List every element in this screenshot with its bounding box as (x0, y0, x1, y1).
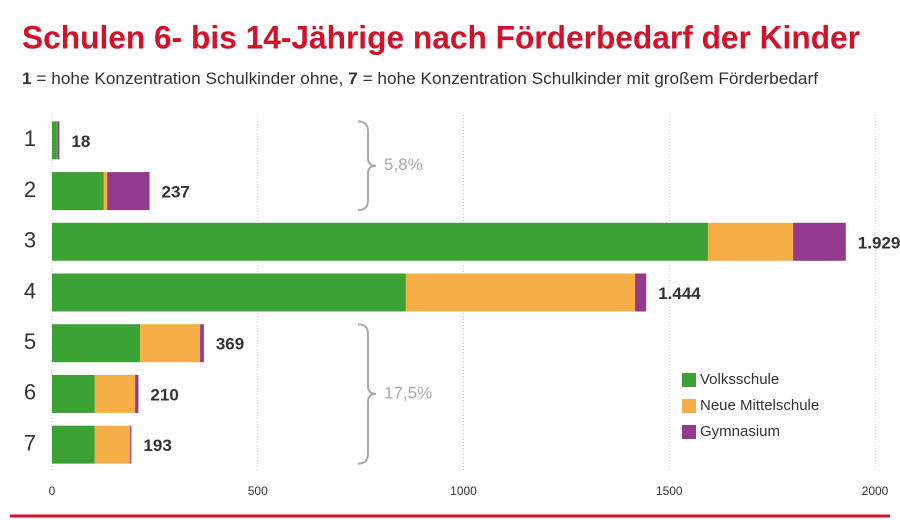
bar-segment (94, 374, 136, 413)
y-tick-label: 1 (24, 126, 36, 151)
bar-segment (135, 374, 139, 413)
legend-swatch (682, 399, 696, 413)
bar-segment (52, 121, 57, 160)
bar-segment (52, 273, 406, 312)
x-tick-label: 2000 (862, 484, 889, 498)
bar-segment (94, 425, 131, 464)
brace (357, 323, 377, 465)
x-tick-label: 0 (49, 484, 56, 498)
subtitle-part: 7 (348, 69, 358, 88)
x-tick-label: 1000 (450, 484, 477, 498)
y-tick-label: 6 (24, 380, 36, 405)
total-label: 18 (71, 132, 90, 151)
chart-title: Schulen 6- bis 14-Jährige nach Förderbed… (22, 19, 860, 55)
x-tick-label: 1500 (656, 484, 683, 498)
total-label: 193 (143, 436, 171, 455)
total-label: 1.444 (658, 284, 701, 303)
bar-segment (107, 172, 150, 211)
subtitle-part: = hohe Konzentration Schulkinder ohne, (32, 69, 349, 88)
bar-segment (52, 172, 104, 211)
y-tick-label: 4 (24, 278, 36, 303)
bar-segment (52, 374, 95, 413)
y-tick-label: 5 (24, 329, 36, 354)
subtitle-part: 1 (22, 69, 32, 88)
subtitle: 1 = hohe Konzentration Schulkinder ohne,… (22, 69, 818, 88)
brace (357, 120, 377, 212)
bar-segment (140, 324, 201, 363)
bar-segment (52, 222, 708, 261)
annotation: 17,5% (384, 383, 432, 402)
subtitle-part: = hohe Konzentration Schulkinder mit gro… (358, 69, 818, 88)
bar-segment (635, 273, 647, 312)
legend-swatch (682, 373, 696, 387)
y-tick-label: 2 (24, 177, 36, 202)
bar-segment (793, 222, 846, 261)
annotation: 5,8% (384, 155, 423, 174)
legend-label: Volksschule (700, 371, 779, 388)
x-tick-label: 500 (248, 484, 268, 498)
bar-segment (200, 324, 204, 363)
bar-segment (707, 222, 794, 261)
bar-segment (103, 172, 108, 211)
total-label: 210 (150, 385, 178, 404)
bar-segment (52, 425, 95, 464)
bar-segment (57, 121, 60, 160)
legend-label: Gymnasium (700, 423, 780, 440)
legend-swatch (682, 425, 696, 439)
bar-segment (52, 324, 141, 363)
y-tick-label: 3 (24, 228, 36, 253)
legend-label: Neue Mittelschule (700, 397, 819, 414)
bar-segment (130, 425, 132, 464)
total-label: 237 (162, 183, 190, 202)
total-label: 1.929 (858, 233, 900, 252)
bar-segment (405, 273, 636, 312)
y-tick-label: 7 (24, 430, 36, 455)
total-label: 369 (216, 335, 244, 354)
